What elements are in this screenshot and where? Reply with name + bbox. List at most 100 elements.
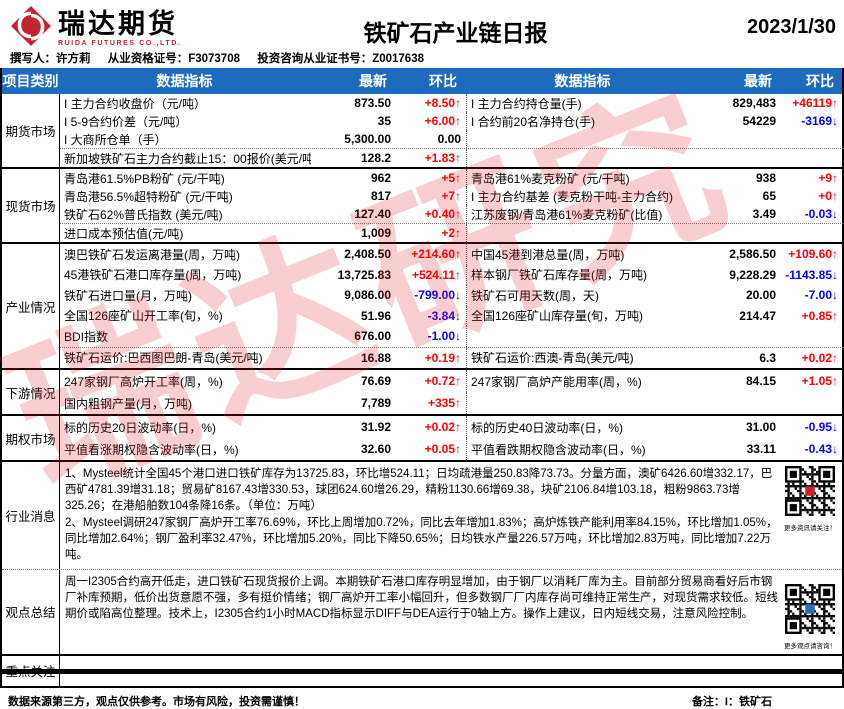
change-value: +5↑ — [441, 171, 461, 185]
indicator-label: I 合约前20名净持仓(手) — [466, 112, 701, 130]
change-value: +0.40↑ — [424, 207, 461, 221]
change-value: +0.05↑ — [424, 442, 461, 456]
qualification-cert: 从业资格证号：F3073708 — [107, 53, 240, 65]
qr-caption: 更多观点请咨询！ — [784, 642, 836, 650]
news-qr-block: 更多资讯请关注！ — [783, 466, 837, 532]
indicator-label: 青岛港56.5%超特粉矿 (元/干吨) — [64, 189, 233, 204]
latest-value: 938 — [755, 171, 776, 185]
table-row: 标的历史20日波动率(日，%) 31.92 +0.02↑ 标的历史40日波动率(日，%… — [60, 416, 843, 438]
change-value: +7↑ — [441, 189, 461, 203]
change-value: +1.05↑ — [801, 374, 838, 388]
indicator-label: 铁矿石62%普氏指数 (美元/吨) — [64, 207, 223, 222]
latest-value: 2,586.50 — [729, 247, 776, 262]
indicator-label: 平值看涨期权隐含波动率(日，%) — [64, 442, 239, 457]
indicator-label: 江苏废钢/青岛港61%麦克粉矿(比值) — [466, 205, 701, 223]
change-value: -3169↓ — [801, 114, 838, 128]
ruida-diamond-logo-icon — [10, 5, 52, 52]
company-name-en: RUIDA FUTURES CO.,LTD. — [58, 39, 182, 47]
latest-value: 33.11 — [746, 442, 776, 456]
latest-value: 2,408.50 — [344, 247, 391, 262]
change-value — [781, 130, 843, 148]
indicator-label: I 5-9合约价差（元/吨） — [64, 114, 188, 129]
latest-value: 54229 — [742, 114, 776, 128]
opinion-qr-block: 更多观点请咨询！ — [783, 583, 837, 650]
company-name: 瑞达期货 — [58, 9, 178, 40]
table-section: 现货市场 青岛港61.5%PB粉矿 (元/干吨) 962 +5↑ 青岛港61%麦克粉矿 … — [2, 167, 843, 242]
col-change-right: 环比 — [806, 73, 834, 89]
change-value: +9↑ — [818, 171, 838, 185]
indicator-label: I 主力合约持仓量(手) — [466, 94, 701, 112]
report-date: 2023/1/30 — [747, 16, 836, 38]
table-row: 国内粗钢产量(月，万吨) 7,789 +335↑ — [60, 392, 843, 414]
category-label: 下游情况 — [2, 370, 60, 414]
latest-value — [701, 392, 781, 414]
latest-value: 873.50 — [354, 96, 391, 110]
table-row: 青岛港56.5%超特粉矿 (元/干吨) 817 +7↑ I 主力合约基差 (麦克粉干吨… — [60, 187, 843, 205]
indicator-label: 平值看跌期权隐含波动率(日，%) — [466, 438, 701, 460]
change-value: +1.83↑ — [424, 151, 461, 165]
table-row: 全国126座矿山开工率(旬，%) 51.96 -3.84↓ 全国126座矿山库存量(旬… — [60, 305, 843, 326]
table-row: BDI指数 676.00 -1.00↓ — [60, 326, 843, 347]
indicator-label: 铁矿石运价:巴西图巴朗-青岛(美元/吨) — [64, 351, 263, 366]
table-section: 期货市场 I 主力合约收盘价（元/吨） 873.50 +8.50↑ I 主力合约持仓量(… — [2, 94, 843, 167]
key-focus-content — [60, 656, 842, 686]
data-table: 项目类别 数据指标 最新 环比 数据指标 最新 环比 期货市场 I 主力合约收盘价… — [0, 68, 844, 688]
table-section: 产业情况 澳巴铁矿石发运离港量(周，万吨) 2,408.50 +214.60↑ 中国45… — [2, 242, 843, 368]
indicator-label — [466, 392, 701, 414]
indicator-label: 247家钢厂高炉产能用率(周，%) — [466, 370, 701, 392]
latest-value: 3.49 — [752, 207, 776, 221]
indicator-label: 铁矿石进口量(月，万吨) — [64, 288, 192, 303]
latest-value: 214.47 — [739, 308, 776, 323]
indicator-label: 进口成本预估值(元/吨) — [64, 226, 184, 241]
latest-value: 7,789 — [360, 396, 391, 410]
latest-value: 9,228.29 — [729, 267, 776, 282]
table-row: 新加坡铁矿石主力合约截止15：00报价(美元/吨) 128.2 +1.83↑ — [60, 148, 843, 167]
latest-value — [701, 224, 781, 242]
industry-news-text: 1、Mysteel统计全国45个港口进口铁矿库存为13725.83，环比增524… — [60, 462, 842, 569]
latest-value: 76.69 — [360, 374, 391, 388]
indicator-label: 青岛港61%麦克粉矿 (元/干吨) — [466, 169, 701, 187]
indicator-label: 标的历史20日波动率(日，%) — [64, 420, 217, 435]
latest-value: 5,300.00 — [344, 132, 391, 146]
latest-value: 31.92 — [360, 420, 391, 434]
page-title: 铁矿石产业链日报 — [363, 20, 548, 46]
indicator-label: 全国126座矿山开工率(旬，%) — [64, 309, 223, 324]
table-row: I 大商所仓单（手） 5,300.00 0.00 — [60, 130, 843, 148]
report-footer: 数据来源第三方，观点仅供参考。市场有风险，投资需谨慎！ 备注：I：铁矿石 — [0, 688, 844, 709]
opinion-summary-section: 观点总结 周一I2305合约高开低走，进口铁矿石现货报价上调。本期铁矿石港口库存… — [2, 568, 842, 654]
col-change-left: 环比 — [429, 73, 457, 89]
table-row: 45港铁矿石港口库存量(周，万吨) 13,725.83 +524.11↑ 样本钢厂铁矿… — [60, 264, 843, 285]
table-row: 青岛港61.5%PB粉矿 (元/干吨) 962 +5↑ 青岛港61%麦克粉矿 (元/干… — [60, 169, 843, 187]
latest-value — [701, 149, 781, 167]
change-value: +0↑ — [818, 189, 838, 203]
change-value: -7.00↓ — [804, 288, 838, 303]
news-paragraph-1: 1、Mysteel统计全国45个港口进口铁矿库存为13725.83，环比增524… — [65, 468, 773, 513]
table-header-row: 项目类别 数据指标 最新 环比 数据指标 最新 环比 — [2, 68, 842, 94]
indicator-label: I 主力合约收盘价（元/吨） — [64, 96, 207, 111]
change-value: -0.95↓ — [804, 420, 838, 434]
change-value — [781, 224, 843, 242]
table-row: I 主力合约收盘价（元/吨） 873.50 +8.50↑ I 主力合约持仓量(手) 82… — [60, 94, 843, 112]
change-value: +0.02↑ — [801, 350, 838, 365]
industry-news-section: 行业消息 1、Mysteel统计全国45个港口进口铁矿库存为13725.83，环… — [2, 460, 842, 569]
indicator-label — [466, 326, 701, 347]
table-row: 平值看涨期权隐含波动率(日，%) 32.60 +0.05↑ 平值看跌期权隐含波动率(日… — [60, 438, 843, 460]
latest-value: 962 — [370, 171, 391, 185]
change-value: -0.43↓ — [804, 442, 838, 456]
change-value: +2↑ — [441, 226, 461, 240]
change-value: +109.60↑ — [788, 247, 838, 262]
change-value — [781, 149, 843, 167]
author: 撰写人：许方莉 — [10, 53, 91, 65]
table-row: 247家钢厂高炉开工率(周，%) 76.69 +0.72↑ 247家钢厂高炉产能用率(… — [60, 370, 843, 392]
change-value — [781, 326, 843, 347]
author-line: 撰写人：许方莉 从业资格证号：F3073708 投资咨询从业证书号：Z00176… — [0, 49, 844, 68]
latest-value: 6.3 — [759, 350, 776, 365]
latest-value: 51.96 — [360, 308, 391, 323]
indicator-label: 标的历史40日波动率(日，%) — [466, 416, 701, 438]
change-value — [781, 392, 843, 414]
indicator-label: 全国126座矿山库存量(旬，万吨) — [466, 305, 701, 326]
qr-caption: 更多资讯请关注！ — [784, 525, 836, 532]
indicator-label: 中国45港到港总量(周，万吨) — [466, 244, 701, 265]
indicator-label: 澳巴铁矿石发运离港量(周，万吨) — [64, 247, 240, 262]
latest-value: 65 — [762, 189, 776, 203]
